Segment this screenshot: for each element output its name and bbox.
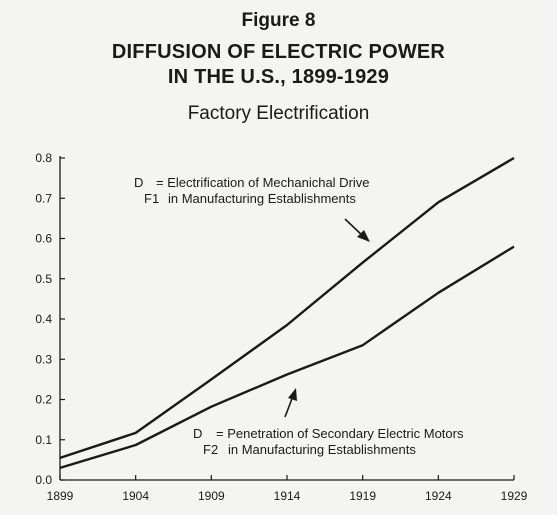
series-1-label-line-1: = Electrification of Mechanichal Drive — [156, 175, 370, 190]
y-tick-label: 0.7 — [35, 191, 52, 205]
series-2-label-symbol: D — [193, 426, 202, 441]
x-tick-label: 1924 — [425, 489, 452, 503]
y-tick-label: 0.0 — [35, 473, 52, 487]
series-1-label-subscript: F1 — [144, 191, 159, 206]
y-tick-label: 0.1 — [35, 433, 52, 447]
series-1-arrow — [344, 218, 370, 242]
chart-title-line-2: IN THE U.S., 1899-1929 — [167, 66, 390, 88]
chart-title-line-1: DIFFUSION OF ELECTRIC POWER — [111, 41, 446, 63]
chart-subtitle: Factory Electrification — [187, 103, 370, 124]
series-2-annotation: D F2 = Penetration of Secondary Electric… — [193, 426, 464, 457]
series-2-label-line-2: in Manufacturing Establishments — [228, 442, 416, 457]
x-tick-label: 1904 — [122, 489, 149, 503]
y-tick-label: 0.2 — [35, 393, 52, 407]
x-tick-label: 1919 — [349, 489, 376, 503]
series-1-label-symbol: D — [134, 175, 143, 190]
y-axis-ticks: 0.0 0.1 0.2 0.3 0.4 0.5 0.6 0.7 0.8 — [35, 151, 65, 487]
x-tick-label: 1899 — [47, 489, 74, 503]
series-2-arrow — [284, 388, 297, 418]
series-2-label-subscript: F2 — [203, 442, 218, 457]
y-tick-label: 0.4 — [35, 312, 52, 326]
x-axis-ticks: 1899 1904 1909 1914 1919 1924 1929 — [47, 475, 528, 503]
chart-title: DIFFUSION OF ELECTRIC POWER IN THE U.S.,… — [0, 40, 557, 90]
x-tick-label: 1929 — [501, 489, 528, 503]
series-2-label-line-1: = Penetration of Secondary Electric Moto… — [216, 426, 464, 441]
y-tick-label: 0.8 — [35, 151, 52, 165]
y-tick-label: 0.3 — [35, 352, 52, 366]
x-tick-label: 1909 — [198, 489, 225, 503]
series-lines — [59, 156, 515, 470]
y-tick-label: 0.6 — [35, 232, 52, 246]
series-1-annotation: D F1 = Electrification of Mechanichal Dr… — [134, 175, 370, 206]
y-tick-label: 0.5 — [35, 272, 52, 286]
series-1-label-line-2: in Manufacturing Establishments — [168, 191, 356, 206]
figure-number: Figure 8 — [241, 10, 316, 31]
x-tick-label: 1914 — [274, 489, 301, 503]
